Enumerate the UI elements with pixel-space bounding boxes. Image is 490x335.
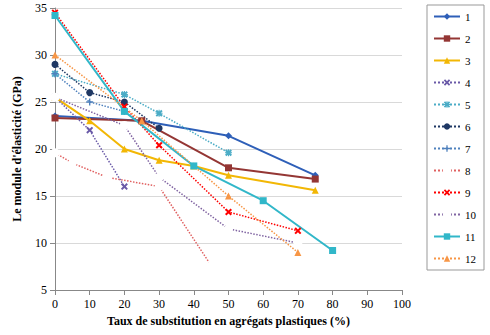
- svg-text:30: 30: [153, 297, 165, 311]
- svg-text:10: 10: [465, 209, 477, 221]
- svg-text:Taux de substitution en agréga: Taux de substitution en agrégats plastiq…: [107, 314, 350, 328]
- svg-text:1: 1: [465, 11, 471, 23]
- svg-text:15: 15: [35, 189, 47, 203]
- svg-text:60: 60: [257, 297, 269, 311]
- svg-text:5: 5: [41, 283, 47, 297]
- svg-text:100: 100: [393, 297, 411, 311]
- svg-text:Le module d'élasticité (GPa): Le module d'élasticité (GPa): [10, 76, 24, 222]
- svg-text:25: 25: [35, 95, 47, 109]
- svg-text:0: 0: [52, 297, 58, 311]
- svg-text:9: 9: [465, 187, 471, 199]
- svg-text:50: 50: [223, 297, 235, 311]
- svg-text:20: 20: [118, 297, 130, 311]
- svg-text:10: 10: [84, 297, 96, 311]
- svg-text:80: 80: [327, 297, 339, 311]
- svg-text:35: 35: [35, 1, 47, 15]
- svg-text:10: 10: [35, 236, 47, 250]
- svg-text:8: 8: [465, 165, 471, 177]
- svg-text:90: 90: [361, 297, 373, 311]
- svg-text:70: 70: [292, 297, 304, 311]
- svg-text:11: 11: [465, 231, 476, 243]
- svg-text:3: 3: [465, 55, 471, 67]
- svg-text:5: 5: [465, 99, 471, 111]
- svg-text:40: 40: [188, 297, 200, 311]
- svg-text:4: 4: [465, 77, 471, 89]
- svg-text:7: 7: [465, 143, 471, 155]
- svg-text:12: 12: [465, 253, 476, 265]
- svg-text:30: 30: [35, 48, 47, 62]
- svg-text:20: 20: [35, 142, 47, 156]
- svg-text:2: 2: [465, 33, 471, 45]
- svg-text:6: 6: [465, 121, 471, 133]
